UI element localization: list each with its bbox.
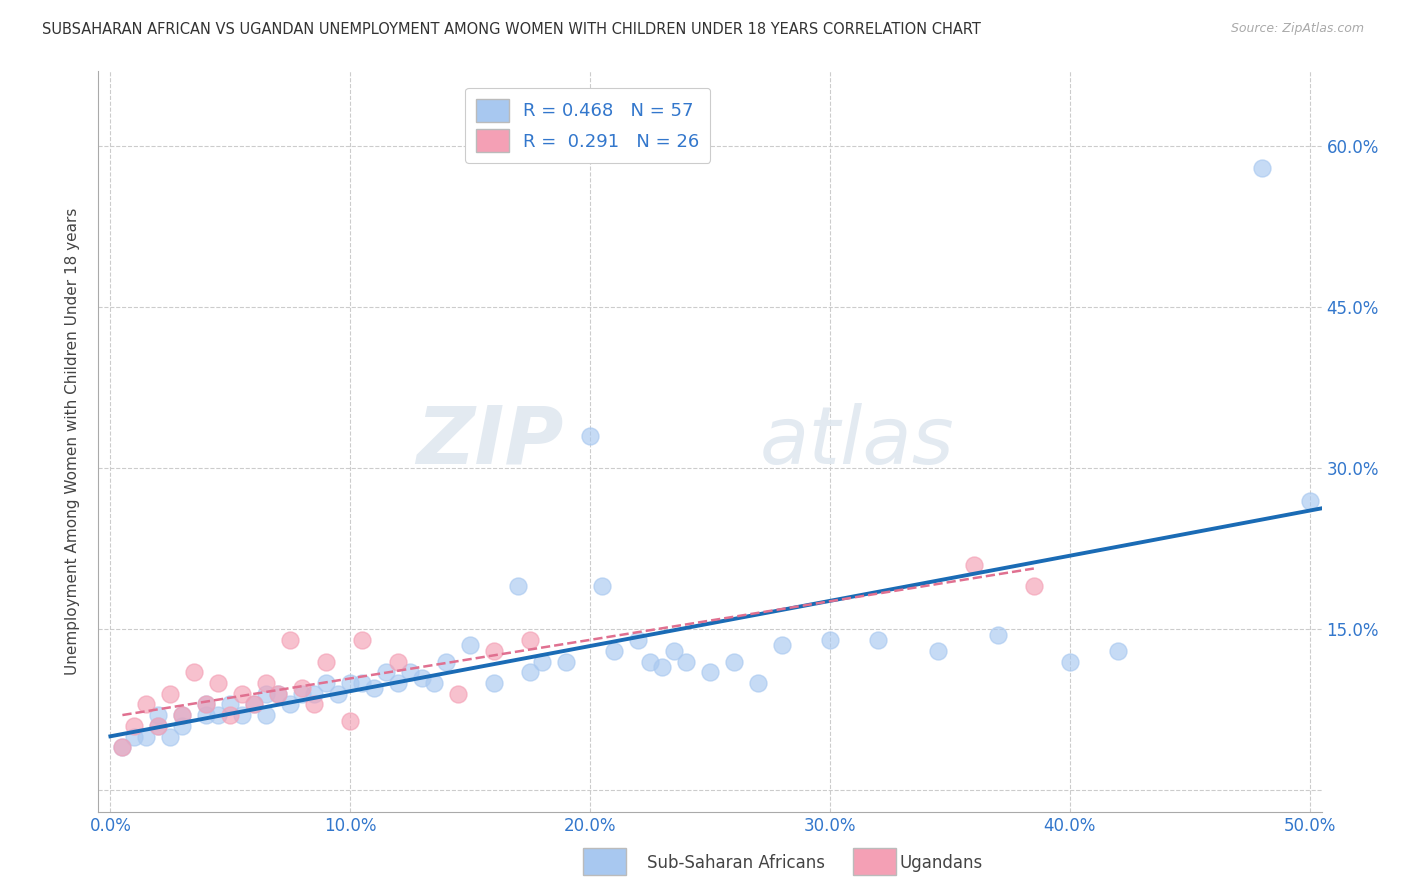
Point: [304, 698, 326, 712]
Point: [159, 730, 181, 744]
Point: [579, 429, 602, 443]
Point: [207, 708, 229, 723]
Point: [195, 698, 218, 712]
Point: [219, 708, 242, 723]
Point: [411, 671, 433, 685]
Point: [124, 730, 146, 744]
Point: [304, 687, 326, 701]
Point: [447, 687, 470, 701]
Point: [339, 714, 361, 728]
Point: [148, 708, 170, 723]
Point: [278, 698, 301, 712]
Point: [111, 740, 134, 755]
Text: Sub-Saharan Africans: Sub-Saharan Africans: [647, 855, 825, 872]
Point: [135, 698, 157, 712]
Point: [387, 655, 409, 669]
Point: [352, 676, 374, 690]
Point: [458, 639, 481, 653]
Point: [747, 676, 769, 690]
Point: [254, 708, 277, 723]
Point: [591, 579, 613, 593]
Text: SUBSAHARAN AFRICAN VS UGANDAN UNEMPLOYMENT AMONG WOMEN WITH CHILDREN UNDER 18 YE: SUBSAHARAN AFRICAN VS UGANDAN UNEMPLOYME…: [42, 22, 981, 37]
Text: Source: ZipAtlas.com: Source: ZipAtlas.com: [1230, 22, 1364, 36]
Text: Ugandans: Ugandans: [900, 855, 983, 872]
Point: [1059, 655, 1081, 669]
Point: [519, 633, 541, 648]
Point: [638, 655, 661, 669]
Point: [172, 719, 194, 733]
Point: [328, 687, 350, 701]
Y-axis label: Unemployment Among Women with Children Under 18 years: Unemployment Among Women with Children U…: [65, 208, 80, 675]
Point: [315, 676, 337, 690]
Point: [148, 719, 170, 733]
Point: [387, 676, 409, 690]
Point: [159, 687, 181, 701]
Point: [278, 633, 301, 648]
Point: [243, 698, 266, 712]
Point: [519, 665, 541, 680]
Point: [135, 730, 157, 744]
Point: [662, 644, 685, 658]
Legend: R = 0.468   N = 57, R =  0.291   N = 26: R = 0.468 N = 57, R = 0.291 N = 26: [465, 87, 710, 163]
Point: [770, 639, 793, 653]
Point: [219, 698, 242, 712]
Point: [482, 676, 505, 690]
Point: [243, 698, 266, 712]
Point: [172, 708, 194, 723]
Point: [195, 708, 218, 723]
Point: [339, 676, 361, 690]
Point: [723, 655, 745, 669]
Point: [651, 660, 673, 674]
Point: [375, 665, 398, 680]
Text: ZIP: ZIP: [416, 402, 564, 481]
Point: [254, 676, 277, 690]
Point: [482, 644, 505, 658]
Point: [111, 740, 134, 755]
Point: [987, 628, 1010, 642]
Point: [148, 719, 170, 733]
Point: [231, 708, 253, 723]
Point: [1250, 161, 1272, 175]
Point: [363, 681, 385, 696]
Point: [927, 644, 949, 658]
Point: [555, 655, 578, 669]
Point: [352, 633, 374, 648]
Point: [603, 644, 626, 658]
Point: [231, 687, 253, 701]
Point: [423, 676, 446, 690]
Point: [627, 633, 650, 648]
Point: [818, 633, 841, 648]
Point: [399, 665, 422, 680]
Text: atlas: atlas: [759, 402, 955, 481]
Point: [699, 665, 721, 680]
Point: [1107, 644, 1129, 658]
Point: [254, 687, 277, 701]
Point: [1298, 493, 1320, 508]
Point: [508, 579, 530, 593]
Point: [267, 687, 290, 701]
Point: [124, 719, 146, 733]
Point: [207, 676, 229, 690]
Point: [866, 633, 889, 648]
Point: [1022, 579, 1045, 593]
Point: [531, 655, 554, 669]
Point: [315, 655, 337, 669]
Point: [963, 558, 986, 572]
Point: [172, 708, 194, 723]
Point: [183, 665, 205, 680]
Point: [434, 655, 457, 669]
Point: [195, 698, 218, 712]
Point: [291, 681, 314, 696]
Point: [291, 687, 314, 701]
Point: [675, 655, 697, 669]
Point: [267, 687, 290, 701]
